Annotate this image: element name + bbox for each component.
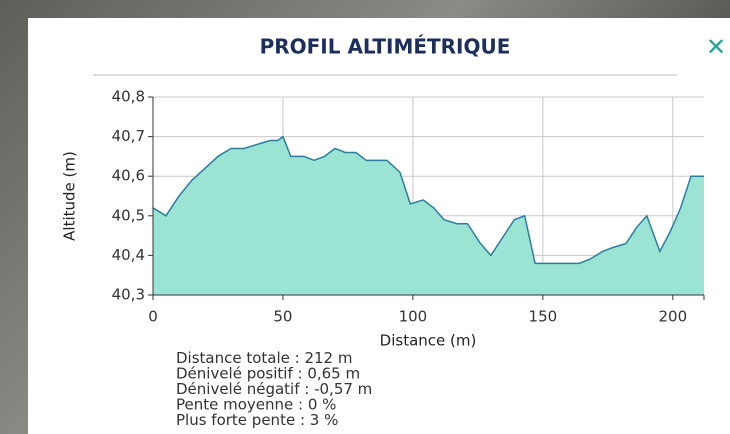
x-axis-label: Distance (m) bbox=[380, 332, 477, 350]
y-tick-label: 40,3 bbox=[112, 286, 145, 304]
y-tick-label: 40,5 bbox=[112, 206, 145, 224]
page: PROFIL ALTIMÉTRIQUE ✕ Distance (m) Altit… bbox=[0, 0, 730, 434]
y-tick-label: 40,8 bbox=[112, 88, 145, 106]
y-tick-label: 40,6 bbox=[112, 167, 145, 185]
y-tick-label: 40,7 bbox=[112, 127, 145, 145]
x-tick-label: 150 bbox=[529, 308, 558, 326]
x-tick-label: 200 bbox=[658, 308, 687, 326]
title: PROFIL ALTIMÉTRIQUE bbox=[260, 35, 511, 59]
x-tick-label: 50 bbox=[273, 308, 292, 326]
x-tick-label: 0 bbox=[148, 308, 158, 326]
stat-line: Plus forte pente : 3 % bbox=[176, 411, 338, 429]
y-axis-label: Altitude (m) bbox=[61, 151, 79, 241]
profile-window: PROFIL ALTIMÉTRIQUE ✕ Distance (m) Altit… bbox=[0, 0, 730, 434]
y-tick-label: 40,4 bbox=[112, 246, 145, 264]
x-tick-label: 100 bbox=[399, 308, 428, 326]
close-button[interactable]: ✕ bbox=[706, 33, 726, 61]
